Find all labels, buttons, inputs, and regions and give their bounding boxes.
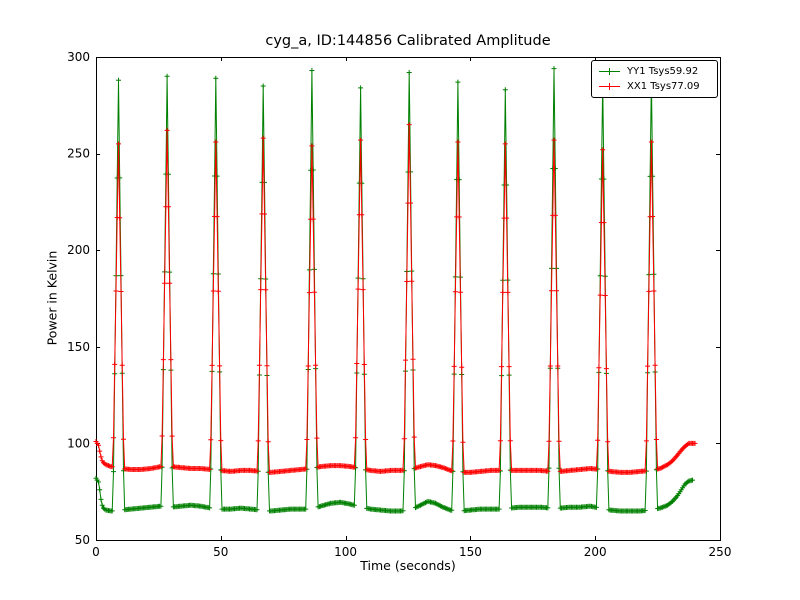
legend-entry-xx1: XX1 Tsys77.09 [597,79,712,94]
svg-text:250: 250 [709,545,732,559]
svg-text:50: 50 [75,533,90,547]
svg-text:200: 200 [67,243,90,257]
x-axis-label: Time (seconds) [360,558,456,573]
legend-entry-yy1: YY1 Tsys59.92 [597,64,712,79]
svg-text:50: 50 [213,545,228,559]
svg-text:150: 150 [67,340,90,354]
svg-text:250: 250 [67,147,90,161]
legend: YY1 Tsys59.92 XX1 Tsys77.09 [591,60,718,98]
legend-label-yy1: YY1 Tsys59.92 [627,66,699,77]
svg-text:150: 150 [459,545,482,559]
chart-title: cyg_a, ID:144856 Calibrated Amplitude [265,33,551,49]
legend-swatch-yy1 [599,68,620,75]
legend-swatch-xx1 [599,83,620,90]
svg-text:200: 200 [584,545,607,559]
svg-text:300: 300 [67,50,90,64]
legend-label-xx1: XX1 Tsys77.09 [627,81,700,92]
svg-text:100: 100 [67,436,90,450]
svg-text:0: 0 [92,545,100,559]
svg-text:100: 100 [334,545,357,559]
